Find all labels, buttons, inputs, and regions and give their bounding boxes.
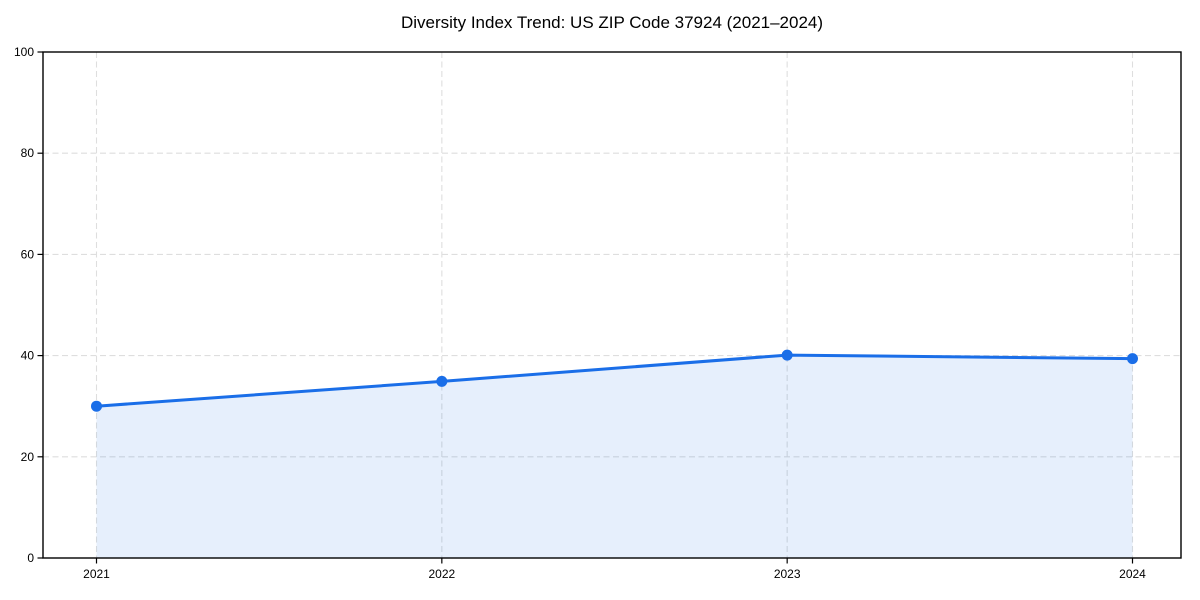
- y-tick-label: 60: [21, 247, 35, 261]
- x-tick-label: 2022: [428, 567, 455, 581]
- y-tick-label: 0: [27, 551, 34, 565]
- x-tick-label: 2021: [83, 567, 110, 581]
- data-point-2022: [436, 375, 448, 387]
- data-point-2023: [781, 349, 793, 361]
- y-tick-label: 40: [21, 349, 35, 363]
- y-tick-label: 80: [21, 146, 35, 160]
- plot-border: [42, 51, 1182, 559]
- y-tick-label: 20: [21, 450, 35, 464]
- data-point-2024: [1127, 353, 1138, 365]
- x-tick-label: 2024: [1119, 567, 1146, 581]
- data-point-2021: [91, 400, 102, 412]
- trend-line: [95, 353, 1134, 408]
- chart-title: Diversity Index Trend: US ZIP Code 37924…: [400, 13, 824, 32]
- y-tick-label: 100: [14, 45, 34, 59]
- x-tick-label: 2023: [774, 567, 801, 581]
- area-fill: [96, 355, 1133, 558]
